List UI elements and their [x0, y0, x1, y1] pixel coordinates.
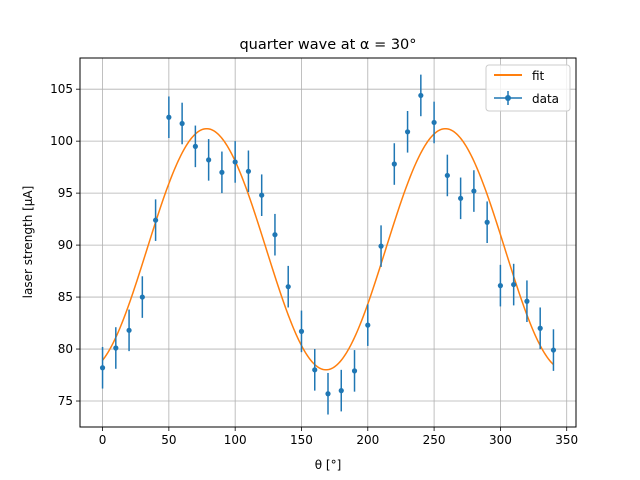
- chart-title: quarter wave at α = 30°: [239, 37, 416, 53]
- y-axis-label: laser strength [μA]: [21, 186, 35, 299]
- data-point: [524, 298, 530, 304]
- x-tick-label: 200: [356, 433, 379, 447]
- y-tick-label: 85: [58, 290, 73, 304]
- data-point: [325, 391, 331, 397]
- data-point: [272, 232, 278, 238]
- x-tick-label: 100: [224, 433, 247, 447]
- data-point: [484, 219, 490, 225]
- data-point: [166, 114, 172, 120]
- data-point: [471, 188, 477, 194]
- data-point: [192, 143, 198, 149]
- data-point: [458, 195, 464, 201]
- data-point: [404, 129, 411, 135]
- x-tick-label: 300: [489, 433, 512, 447]
- legend-fit-label: fit: [532, 69, 545, 83]
- y-axis-ticks: 75 80 85 90 95 100 105: [50, 82, 80, 408]
- data-point: [179, 120, 185, 127]
- y-tick-label: 95: [58, 186, 73, 200]
- data-point: [139, 294, 145, 300]
- data-point: [550, 347, 557, 353]
- data-point: [113, 345, 119, 351]
- y-tick-label: 90: [58, 238, 73, 252]
- legend-data-label: data: [532, 92, 559, 106]
- fit-line: [101, 127, 554, 371]
- data-point: [511, 281, 517, 288]
- x-tick-label: 0: [99, 433, 107, 447]
- y-tick-label: 75: [58, 394, 73, 408]
- data-point: [152, 217, 159, 223]
- data-layer: [99, 74, 557, 415]
- data-point: [298, 328, 305, 334]
- legend-data-marker: [505, 95, 511, 101]
- data-point: [219, 169, 225, 175]
- y-tick-label: 100: [50, 134, 73, 148]
- data-point: [378, 243, 384, 249]
- plot-frame: [79, 57, 577, 428]
- data-point: [126, 327, 132, 333]
- fit-layer: [101, 127, 554, 371]
- data-point: [338, 388, 344, 394]
- data-point: [418, 92, 424, 99]
- data-point: [431, 119, 437, 126]
- data-point: [312, 367, 318, 373]
- data-point: [351, 368, 358, 374]
- data-point: [444, 172, 450, 179]
- x-tick-label: 350: [555, 433, 578, 447]
- data-point: [232, 159, 238, 165]
- data-point: [259, 192, 265, 198]
- y-tick-label: 105: [50, 82, 73, 96]
- data-point: [391, 161, 397, 167]
- data-point: [206, 157, 212, 163]
- data-point: [99, 365, 106, 371]
- x-tick-label: 250: [423, 433, 446, 447]
- y-tick-label: 80: [58, 342, 73, 356]
- x-tick-label: 50: [161, 433, 176, 447]
- data-point: [245, 168, 252, 174]
- data-point: [497, 283, 504, 289]
- grid: [80, 58, 576, 427]
- data-point: [537, 325, 543, 331]
- data-point: [365, 322, 371, 328]
- data-point: [285, 284, 291, 290]
- plot-area: [80, 58, 576, 427]
- x-axis-label: θ [°]: [315, 458, 342, 472]
- x-axis-ticks: 0 50 100 150 200 250 300 350: [99, 427, 578, 447]
- legend: fit data: [485, 64, 571, 112]
- x-tick-label: 150: [290, 433, 313, 447]
